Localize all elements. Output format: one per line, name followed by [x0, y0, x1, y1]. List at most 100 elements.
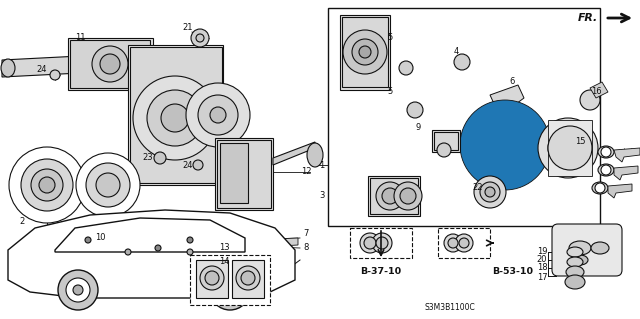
Circle shape	[538, 118, 598, 178]
Circle shape	[58, 270, 98, 310]
Text: 5: 5	[387, 87, 392, 97]
Ellipse shape	[565, 275, 585, 289]
Circle shape	[147, 90, 203, 146]
Bar	[215, 138, 273, 210]
Circle shape	[382, 188, 398, 204]
Ellipse shape	[591, 242, 609, 254]
Circle shape	[499, 139, 511, 151]
Text: 4: 4	[453, 48, 459, 56]
Circle shape	[491, 131, 519, 159]
FancyBboxPatch shape	[552, 224, 622, 276]
Ellipse shape	[224, 234, 246, 250]
Text: 21: 21	[183, 24, 193, 33]
Ellipse shape	[598, 164, 614, 176]
Bar	[70, 40, 150, 88]
Ellipse shape	[566, 266, 584, 278]
Polygon shape	[608, 184, 632, 198]
Circle shape	[187, 249, 193, 255]
Text: B-37-10: B-37-10	[360, 268, 401, 277]
Text: 14: 14	[219, 257, 229, 266]
Text: 8: 8	[303, 243, 308, 253]
Circle shape	[595, 183, 605, 193]
Bar	[232, 260, 264, 298]
Circle shape	[125, 249, 131, 255]
Circle shape	[73, 285, 83, 295]
Circle shape	[448, 238, 458, 248]
Circle shape	[459, 238, 469, 248]
Circle shape	[9, 147, 85, 223]
Bar	[196, 260, 228, 298]
Text: 18: 18	[537, 263, 547, 272]
Circle shape	[218, 278, 242, 302]
Circle shape	[352, 39, 378, 65]
Circle shape	[548, 128, 588, 168]
Circle shape	[200, 266, 224, 290]
Circle shape	[467, 107, 543, 183]
Circle shape	[548, 126, 592, 170]
Text: 24: 24	[183, 160, 193, 169]
Bar	[370, 178, 418, 214]
Circle shape	[360, 233, 380, 253]
Circle shape	[39, 177, 55, 193]
Circle shape	[400, 188, 416, 204]
Circle shape	[343, 30, 387, 74]
Text: 11: 11	[75, 33, 85, 42]
Circle shape	[558, 138, 578, 158]
Circle shape	[193, 160, 203, 170]
Circle shape	[241, 271, 255, 285]
Ellipse shape	[567, 247, 583, 257]
Circle shape	[444, 234, 462, 252]
Circle shape	[187, 237, 193, 243]
Bar	[217, 140, 271, 208]
Circle shape	[50, 70, 60, 80]
Circle shape	[196, 34, 204, 42]
Text: 22: 22	[473, 183, 483, 192]
Bar	[190, 255, 270, 305]
Circle shape	[100, 54, 120, 74]
Ellipse shape	[567, 257, 583, 267]
Polygon shape	[614, 166, 638, 180]
Bar	[438, 228, 490, 258]
Polygon shape	[55, 218, 245, 252]
Circle shape	[205, 271, 219, 285]
Text: 3: 3	[319, 191, 324, 201]
Bar	[220, 143, 248, 203]
Circle shape	[437, 143, 451, 157]
Ellipse shape	[569, 241, 591, 255]
Circle shape	[376, 182, 404, 210]
Text: 12: 12	[301, 167, 311, 176]
Circle shape	[210, 107, 226, 123]
Circle shape	[480, 182, 500, 202]
Circle shape	[191, 29, 209, 47]
Circle shape	[21, 159, 73, 211]
Ellipse shape	[307, 143, 323, 167]
Circle shape	[601, 165, 611, 175]
Bar	[548, 120, 592, 176]
Text: 10: 10	[95, 234, 105, 242]
Circle shape	[210, 270, 250, 310]
Circle shape	[454, 54, 470, 70]
Circle shape	[161, 104, 189, 132]
Bar	[340, 15, 390, 90]
Text: 9: 9	[415, 123, 420, 132]
Bar	[432, 130, 460, 152]
Circle shape	[485, 187, 495, 197]
Ellipse shape	[460, 100, 550, 190]
Ellipse shape	[592, 182, 608, 194]
Circle shape	[186, 83, 250, 147]
Text: 5: 5	[387, 33, 392, 42]
Circle shape	[455, 234, 473, 252]
Circle shape	[225, 285, 235, 295]
Ellipse shape	[1, 59, 15, 77]
Bar	[368, 176, 420, 216]
Circle shape	[372, 233, 392, 253]
Text: 23: 23	[143, 153, 154, 162]
Text: 16: 16	[591, 87, 602, 97]
Text: B-53-10: B-53-10	[493, 268, 534, 277]
Polygon shape	[246, 238, 298, 251]
Circle shape	[76, 153, 140, 217]
Circle shape	[364, 237, 376, 249]
Text: 1: 1	[319, 160, 324, 169]
Bar	[350, 228, 412, 258]
Text: 20: 20	[537, 256, 547, 264]
